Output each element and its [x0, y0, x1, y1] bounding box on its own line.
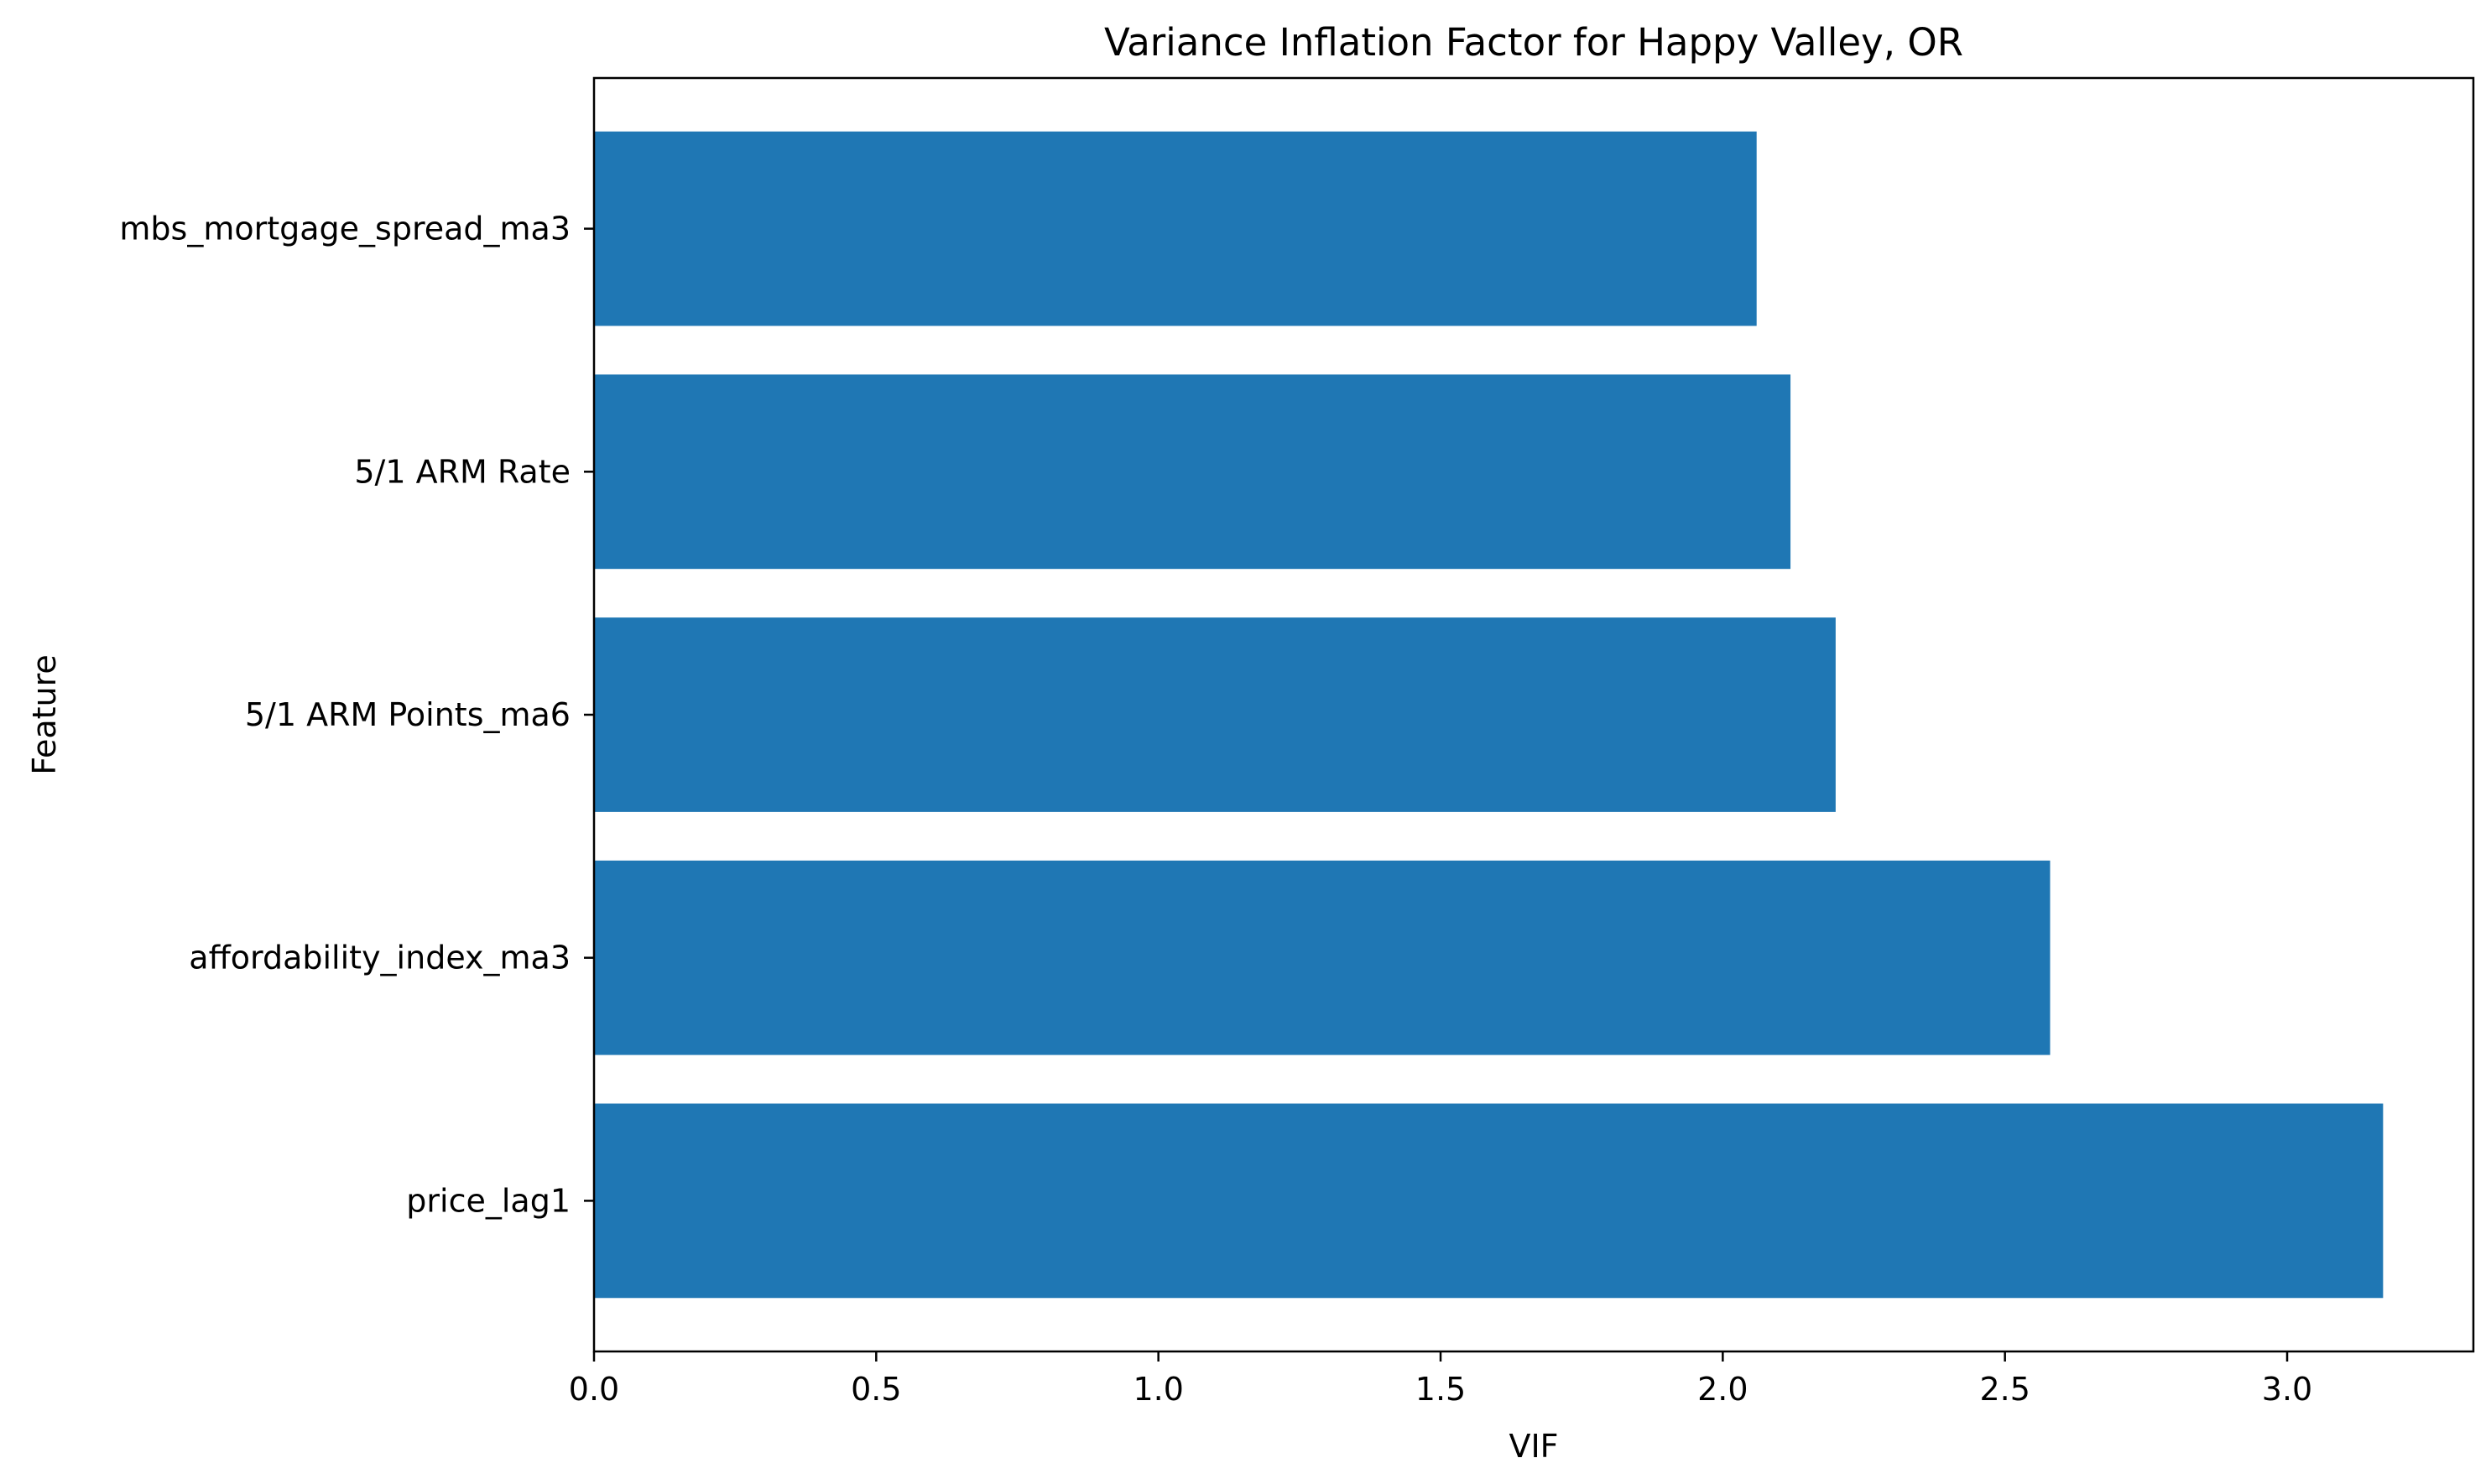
y-axis-title: Feature — [26, 654, 63, 775]
bar-mbs-mortgage-spread-ma3 — [594, 131, 1757, 326]
bar-5-1-arm-points-ma6 — [594, 617, 1836, 812]
x-tick-label: 1.5 — [1415, 1371, 1466, 1408]
bar-price-lag1 — [594, 1103, 2384, 1299]
y-tick-label: price_lag1 — [406, 1182, 571, 1219]
plot-frame — [592, 76, 2475, 1353]
y-tick-label: 5/1 ARM Points_ma6 — [245, 696, 571, 733]
x-tick-label: 0.5 — [851, 1371, 901, 1408]
x-tick-label: 2.5 — [1979, 1371, 2030, 1408]
bar-affordability-index-ma3 — [594, 860, 2051, 1055]
x-tick-label: 0.0 — [569, 1371, 619, 1408]
chart-title: Variance Inflation Factor for Happy Vall… — [1104, 20, 1963, 65]
ticks-layer: price_lag1 affordability_index_ma3 5/1 ARM… — [119, 211, 2312, 1408]
y-tick-label: 5/1 ARM Rate — [354, 453, 571, 490]
y-tick-label: mbs_mortgage_spread_ma3 — [119, 211, 571, 247]
x-tick-label: 1.0 — [1133, 1371, 1183, 1408]
bars-layer — [594, 131, 2384, 1299]
x-tick-label: 3.0 — [2262, 1371, 2312, 1408]
x-tick-label: 2.0 — [1697, 1371, 1748, 1408]
y-tick-label: affordability_index_ma3 — [189, 940, 571, 976]
bar-5-1-arm-rate — [594, 374, 1791, 570]
x-axis-title: VIF — [1509, 1428, 1558, 1465]
